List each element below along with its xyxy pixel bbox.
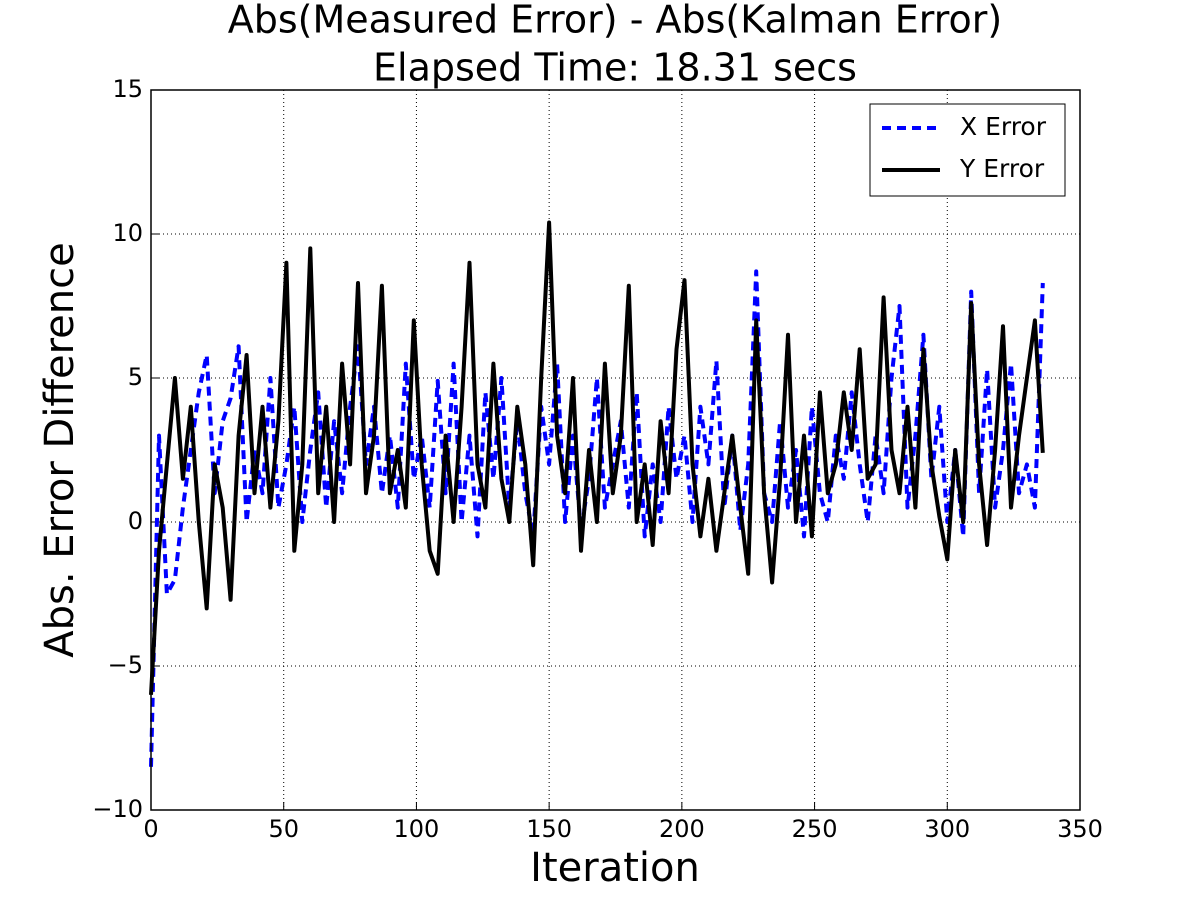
y-tick-label: 0 [128,507,143,535]
x-tick-label: 300 [924,815,970,843]
x-tick-label: 200 [659,815,705,843]
legend-label: X Error [960,112,1047,141]
y-tick-label: −10 [92,795,143,823]
legend-frame [869,103,1066,197]
x-tick-label: 150 [526,815,572,843]
x-tick-label: 250 [792,815,838,843]
plot-frame [150,89,1081,811]
legend-label: Y Error [959,154,1045,183]
y-tick-label: −5 [108,651,143,679]
chart-subtitle: Elapsed Time: 18.31 secs [373,46,857,90]
y-tick-label: 5 [128,363,143,391]
x-tick-label: 0 [143,815,158,843]
chart-title: Abs(Measured Error) - Abs(Kalman Error) [228,0,1003,42]
x-tick-label: 100 [394,815,440,843]
legend: X Error Y Error [869,103,1066,197]
x-tick-label: 350 [1057,815,1103,843]
x-tick-label: 50 [268,815,299,843]
y-tick-label: 15 [112,75,143,103]
y-tick-label: 10 [112,219,143,247]
data-line [149,220,1045,695]
x-axis-label: Iteration [530,845,700,891]
y-axis-label: Abs. Error Difference [37,242,83,657]
